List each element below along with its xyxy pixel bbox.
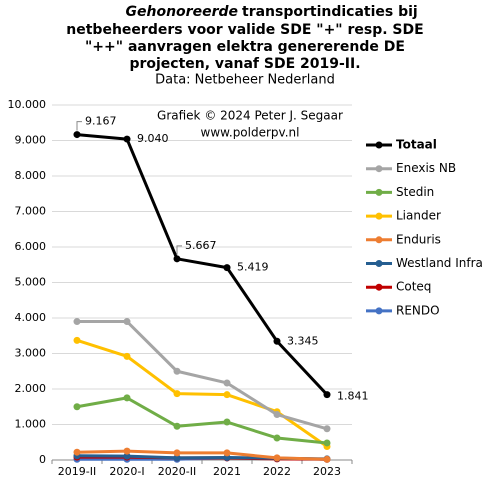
point	[273, 411, 281, 419]
y-tick-label: 0	[39, 453, 46, 466]
y-tick-label: 2.000	[15, 382, 47, 395]
x-tick-label: 2022	[263, 465, 291, 478]
point	[173, 255, 181, 263]
legend-marker	[375, 236, 383, 244]
point	[123, 452, 131, 460]
point	[123, 318, 131, 326]
legend-label: Westland Infra	[396, 256, 483, 270]
point	[73, 336, 81, 344]
point	[223, 391, 231, 399]
chart-subtitle: Data: Netbeheer Nederland	[155, 73, 335, 88]
point	[273, 337, 281, 345]
chart-title: netbeheerders voor valide SDE "+" resp. …	[66, 22, 423, 38]
legend-marker	[375, 165, 383, 173]
point	[223, 379, 231, 387]
point	[273, 454, 281, 462]
x-tick-label: 2021	[213, 465, 241, 478]
legend-marker	[375, 141, 383, 149]
legend-label: Totaal	[396, 138, 437, 152]
point	[223, 264, 231, 272]
legend-marker	[375, 188, 383, 196]
legend-label: Enduris	[396, 232, 441, 246]
point	[73, 448, 81, 456]
point	[73, 131, 81, 139]
point	[323, 455, 331, 463]
y-tick-label: 9.000	[15, 134, 47, 147]
series-line	[76, 133, 329, 396]
chart-title: transportindicaties bij	[242, 4, 418, 20]
point	[173, 390, 181, 398]
legend-marker	[375, 212, 383, 220]
point	[223, 418, 231, 426]
legend-label: Enexis NB	[396, 161, 456, 175]
leader-line	[76, 121, 82, 131]
data-label: 9.040	[137, 132, 169, 145]
point	[173, 449, 181, 457]
series-line	[76, 396, 328, 445]
legend-marker	[375, 307, 383, 315]
data-label: 9.167	[85, 115, 117, 128]
point	[73, 318, 81, 326]
leader-line	[176, 245, 182, 255]
point	[173, 422, 181, 430]
point	[273, 434, 281, 442]
y-tick-label: 5.000	[15, 276, 47, 289]
x-tick-label: 2023	[313, 465, 341, 478]
point	[123, 352, 131, 360]
annotation: Grafiek © 2024 Peter J. Segaar	[157, 109, 343, 123]
series-line	[77, 320, 328, 431]
x-tick-label: 2019-II	[58, 465, 96, 478]
series-line	[76, 449, 328, 461]
y-tick-label: 1.000	[15, 418, 47, 431]
x-tick-label: 2020-I	[109, 465, 144, 478]
point	[123, 135, 131, 143]
y-tick-label: 7.000	[15, 205, 47, 218]
annotation: www.polderpv.nl	[201, 126, 300, 140]
legend-label: Coteq	[396, 280, 431, 294]
point	[73, 403, 81, 411]
point	[223, 449, 231, 457]
y-tick-label: 4.000	[15, 311, 47, 324]
point	[123, 447, 131, 455]
point	[323, 391, 331, 399]
y-tick-label: 10.000	[8, 98, 47, 111]
data-label: 5.667	[185, 239, 217, 252]
point	[173, 454, 181, 462]
chart-title: projecten, vanaf SDE 2019-II.	[129, 56, 360, 72]
point	[173, 367, 181, 375]
chart-title: "++" aanvragen elektra genererende DE	[85, 39, 405, 55]
data-label: 1.841	[337, 390, 369, 403]
point	[323, 439, 331, 447]
legend-label: Liander	[396, 209, 441, 223]
data-label: 5.419	[237, 261, 269, 274]
y-tick-label: 8.000	[15, 169, 47, 182]
x-tick-label: 2020-II	[158, 465, 196, 478]
legend-label: RENDO	[396, 303, 440, 317]
legend-label: Stedin	[396, 185, 434, 199]
point	[123, 394, 131, 402]
y-tick-label: 3.000	[15, 347, 47, 360]
y-tick-label: 6.000	[15, 240, 47, 253]
point	[323, 425, 331, 433]
data-label: 3.345	[287, 334, 319, 347]
legend-marker	[375, 283, 383, 291]
chart-title-emphasis: Gehonoreerde	[126, 4, 238, 20]
legend-marker	[375, 260, 383, 267]
